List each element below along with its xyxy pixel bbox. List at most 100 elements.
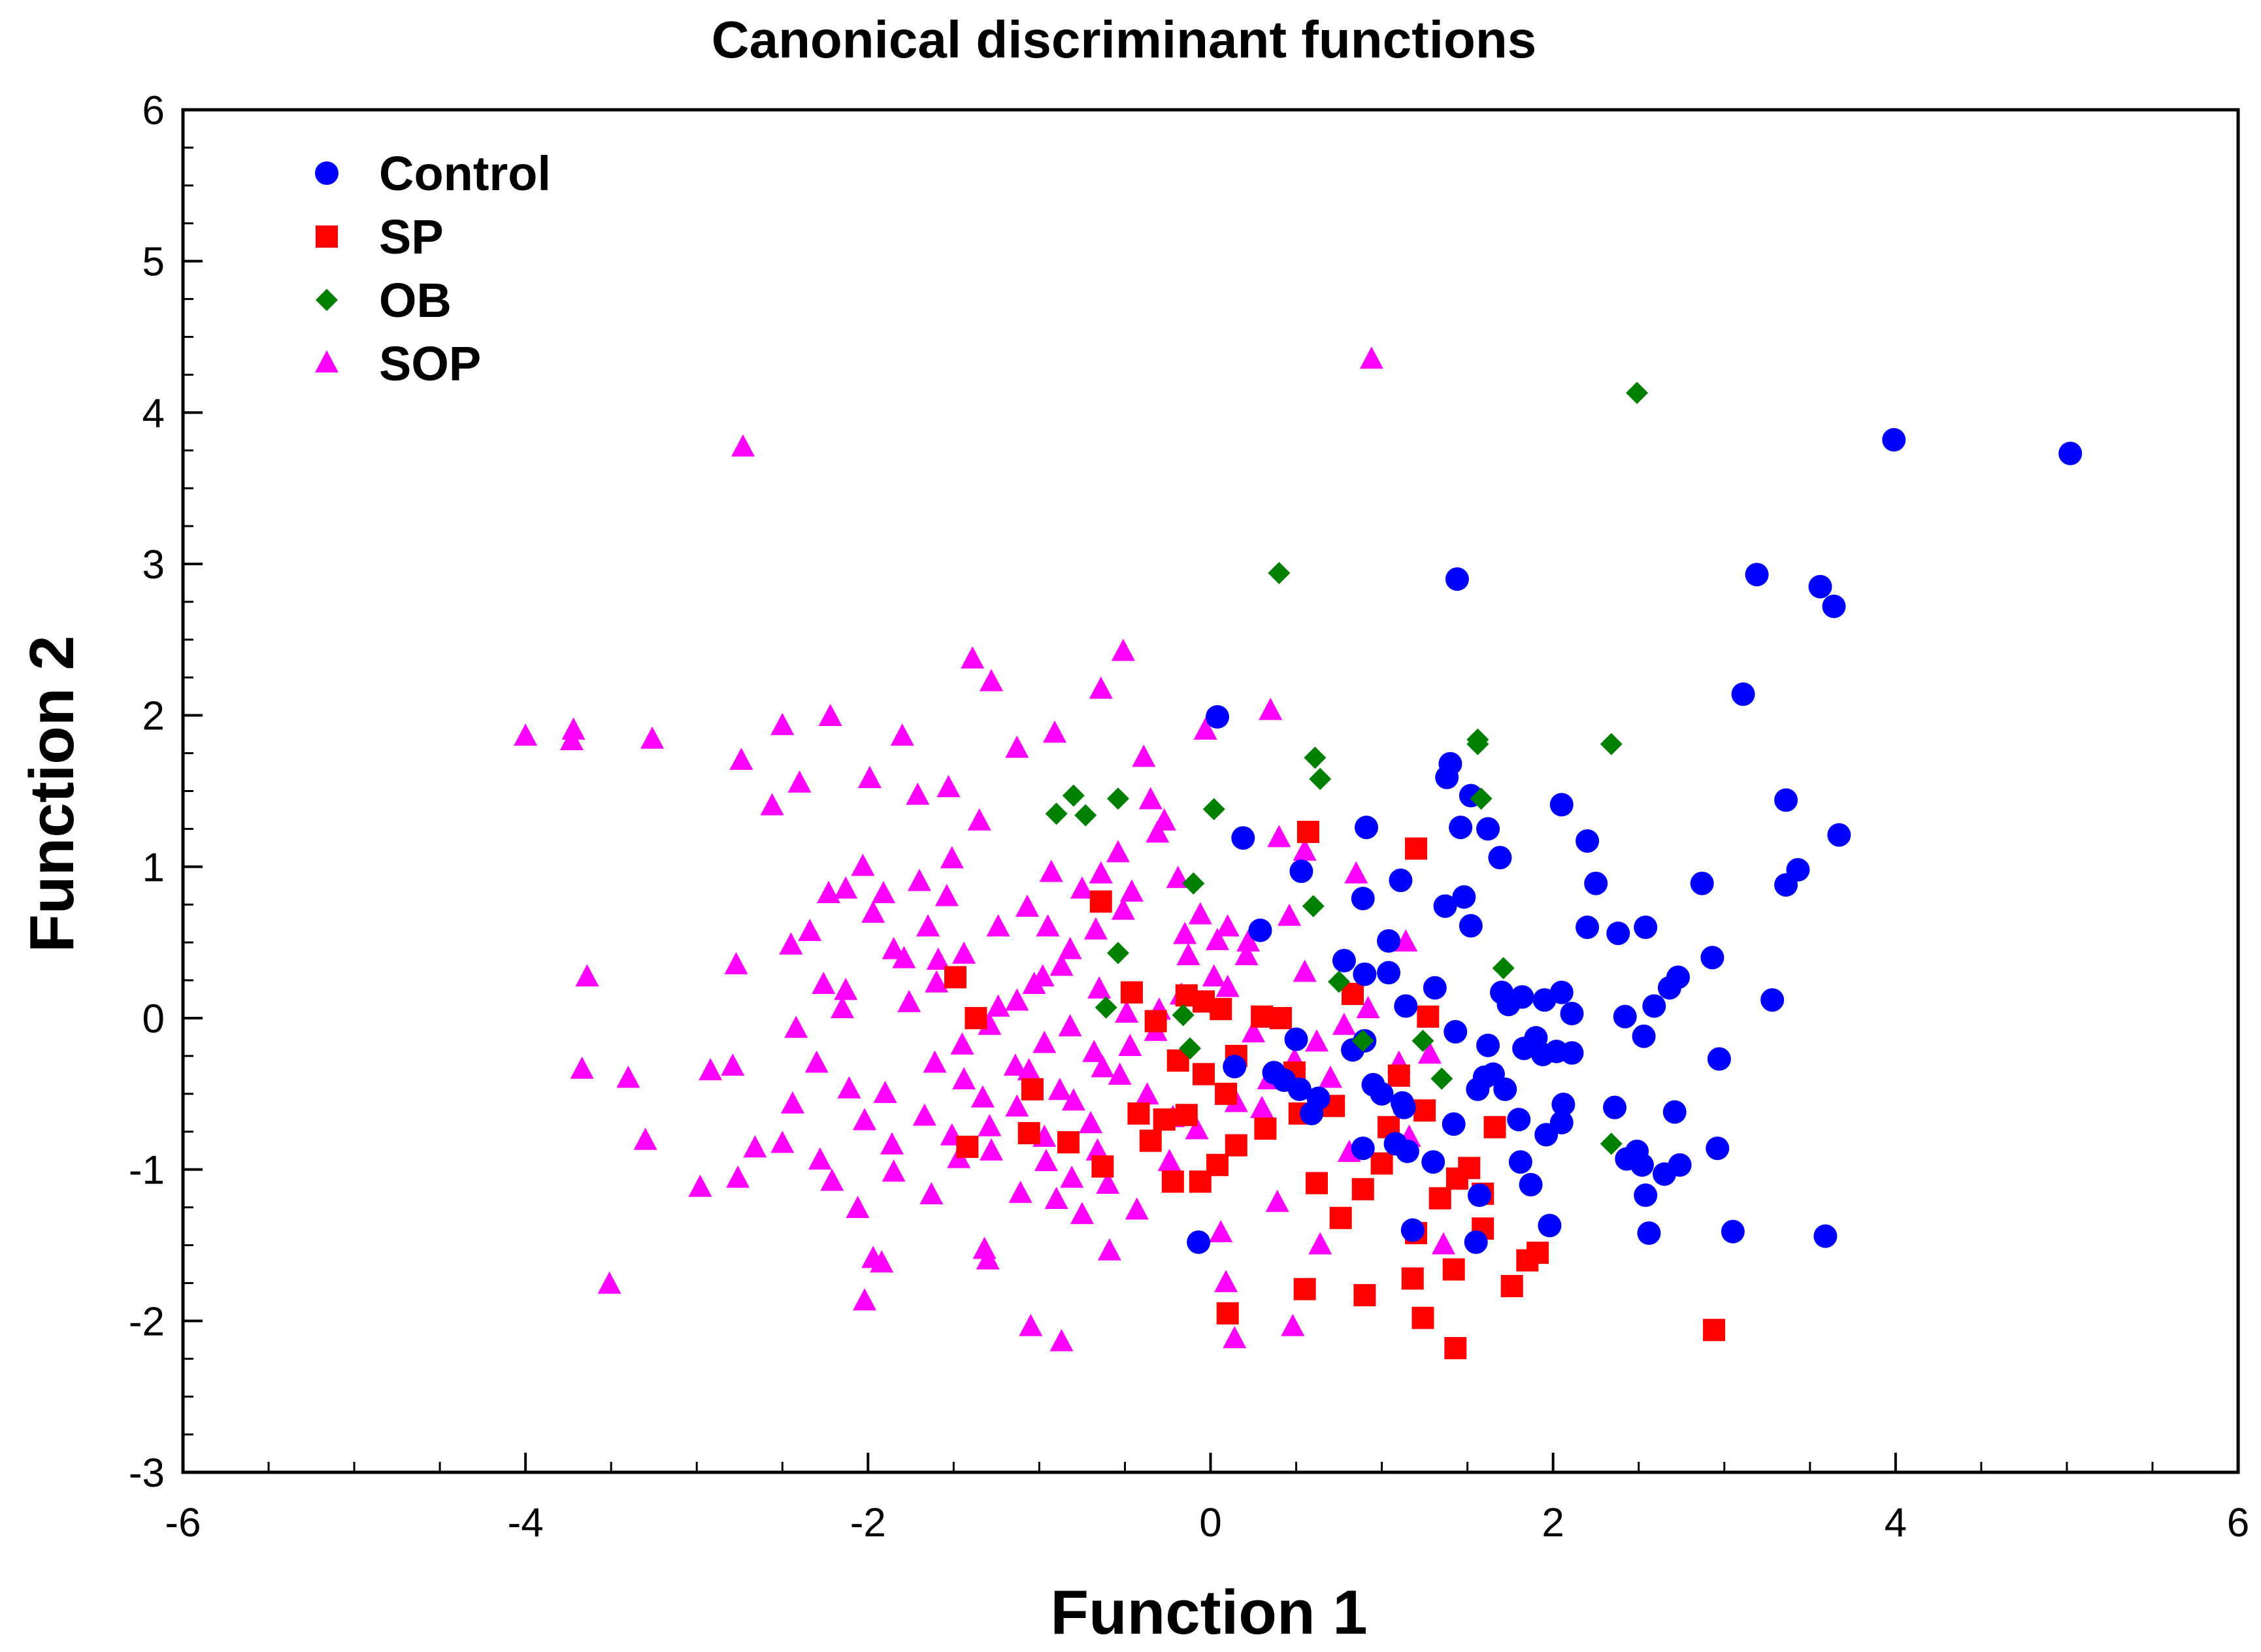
point-sop	[1293, 959, 1317, 982]
point-control	[1822, 594, 1846, 618]
y-tick-label: 3	[142, 542, 165, 587]
point-control	[1287, 1077, 1312, 1101]
point-sp	[1269, 1007, 1292, 1029]
point-sp	[1189, 1170, 1212, 1193]
point-sop	[1005, 1094, 1029, 1117]
point-sop	[1005, 735, 1029, 758]
point-control	[1538, 1214, 1562, 1238]
point-sop	[916, 914, 940, 936]
point-sop	[986, 994, 1010, 1017]
point-sop	[1146, 820, 1170, 843]
point-sp	[1370, 1152, 1393, 1175]
point-sop	[1061, 1088, 1085, 1111]
point-sop	[1281, 1313, 1305, 1336]
point-sop	[1043, 720, 1067, 743]
point-ob	[1600, 733, 1623, 755]
point-sop	[950, 1032, 974, 1055]
point-sp	[1500, 1275, 1523, 1298]
point-ob	[1600, 1132, 1623, 1155]
point-sop	[1019, 1313, 1043, 1336]
point-sop	[967, 808, 991, 831]
point-ob	[1045, 802, 1068, 825]
point-control	[1459, 914, 1483, 938]
point-sp	[965, 1007, 987, 1029]
point-sp	[1216, 1302, 1239, 1325]
point-sop	[561, 717, 586, 740]
point-sop	[1089, 676, 1113, 699]
point-control	[1205, 704, 1229, 729]
point-sop	[952, 1066, 976, 1089]
point-sop	[912, 1103, 936, 1126]
point-control	[1668, 1153, 1692, 1177]
point-sop	[834, 978, 858, 1000]
y-tick-label: 0	[142, 997, 165, 1042]
chart-title: Canonical discriminant functions	[712, 10, 1536, 69]
point-control	[1444, 1019, 1468, 1044]
point-sop	[1157, 1149, 1181, 1172]
point-sop	[633, 1127, 657, 1150]
point-sop	[978, 1012, 1002, 1035]
point-sp	[1293, 1278, 1316, 1300]
point-sop	[743, 1135, 767, 1158]
point-ob	[1351, 1029, 1374, 1052]
point-sop	[1132, 744, 1156, 767]
point-sop	[798, 918, 822, 941]
point-ob	[1268, 561, 1291, 584]
point-sop	[1079, 1111, 1103, 1134]
point-control	[1187, 1230, 1211, 1254]
x-axis: -6 -4 -2 0 2 4 6	[165, 1453, 2249, 1545]
point-sop	[1070, 876, 1094, 899]
legend-label-control: Control	[379, 146, 551, 201]
point-control	[1464, 1230, 1488, 1254]
point-sp	[1225, 1134, 1247, 1157]
point-sop	[1060, 1165, 1084, 1188]
point-control	[1354, 816, 1378, 840]
point-sop	[925, 970, 949, 993]
x-tick-label: -2	[850, 1500, 886, 1545]
point-control	[1549, 793, 1574, 817]
point-control	[1223, 1055, 1247, 1079]
point-sop	[1036, 914, 1060, 936]
point-sop	[570, 1056, 594, 1079]
legend-label-sp: SP	[379, 210, 444, 264]
point-control	[1584, 871, 1608, 895]
point-sop	[980, 1138, 1004, 1161]
point-control	[1808, 574, 1832, 599]
point-sp	[1405, 837, 1427, 860]
point-sop	[1265, 1189, 1289, 1212]
point-control	[1630, 1153, 1654, 1177]
point-control	[1642, 994, 1666, 1018]
point-sop	[699, 1058, 723, 1081]
point-sop	[597, 1271, 621, 1294]
point-sop	[1356, 996, 1380, 1019]
point-control	[1666, 965, 1690, 989]
legend: Control SP OB SOP	[315, 146, 551, 391]
point-sop	[1188, 902, 1212, 925]
point-ob	[1074, 804, 1097, 827]
point-sop	[1236, 929, 1261, 952]
point-sp	[1516, 1249, 1539, 1272]
point-sop	[1135, 1082, 1159, 1105]
point-sop	[1108, 1063, 1132, 1085]
point-sop	[1431, 1232, 1455, 1255]
point-sop	[857, 765, 882, 788]
point-sp	[1021, 1078, 1044, 1100]
x-tick-label: 6	[2227, 1500, 2249, 1545]
point-sop	[779, 932, 803, 955]
point-sp	[1254, 1117, 1277, 1140]
series-ob	[1045, 382, 1649, 1155]
point-sop	[1008, 1180, 1032, 1203]
point-sop	[1267, 825, 1291, 848]
point-sp	[1411, 1306, 1434, 1329]
point-sp	[1175, 1104, 1198, 1127]
point-sop	[1318, 1065, 1342, 1088]
point-control	[1551, 1093, 1576, 1117]
point-sop	[870, 1250, 894, 1273]
point-sp	[1017, 1122, 1040, 1145]
point-sop	[1083, 917, 1108, 940]
point-control	[1496, 993, 1521, 1017]
point-sop	[1003, 1053, 1027, 1076]
point-sp	[1057, 1131, 1080, 1153]
point-sop	[1085, 1138, 1110, 1161]
